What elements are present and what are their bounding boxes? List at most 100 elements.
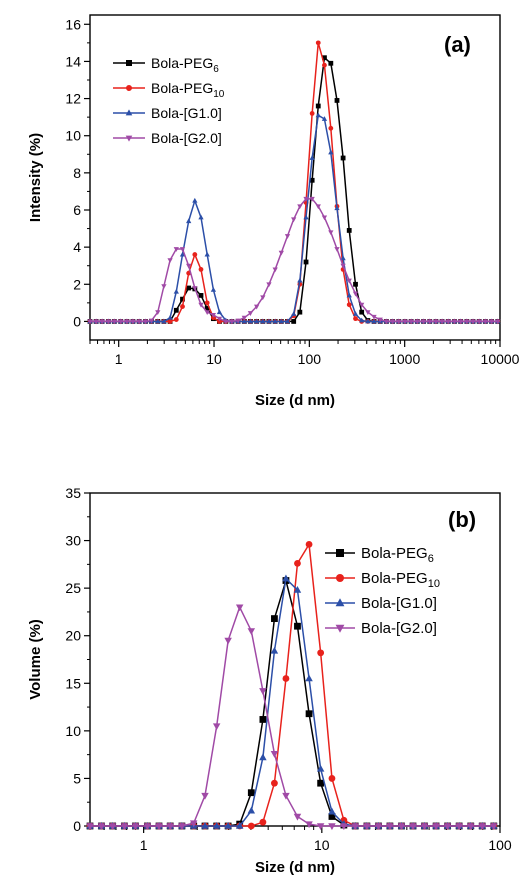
legend-marker-1 [336,574,344,582]
series-3-point [383,319,390,325]
series-0-point [359,309,365,315]
series-3-point [351,823,359,831]
series-0-point [271,615,278,622]
series-3-point [397,823,406,831]
panel-a-ticks: 1 10 100 1000 10000 0 2 4 6 8 10 12 14 16 [65,16,519,367]
y-tick-label: 6 [73,202,81,218]
series-2-point [284,318,291,324]
legend-marker-3 [335,624,345,633]
y-tick-label: 25 [65,580,81,596]
series-3-point [365,310,371,316]
series-3-point [359,302,365,308]
series-3-point [352,291,359,297]
series-3-point [340,823,348,831]
series-2-point [201,821,209,829]
y-tick-label: 10 [65,723,81,739]
series-1-point [282,675,290,682]
series-2-point [192,197,198,203]
series-2-point [328,149,334,155]
series-2-point [309,155,315,160]
y-tick-label: 10 [65,128,81,144]
legend-marker-1 [126,85,132,91]
y-tick-label: 14 [65,53,81,69]
series-2-point [316,764,325,772]
series-3-point [260,295,266,301]
series-2-point [204,251,210,257]
series-2-point [321,116,328,121]
series-3-point [99,319,105,325]
panel-b-x-axis-title: Size (d nm) [255,859,335,876]
series-2-point [291,311,297,316]
series-0-point [309,177,315,183]
series-3-point [488,319,495,325]
panel-b-y-axis-title: Volume (%) [27,619,44,700]
series-3-point [142,319,149,325]
series-3-point [86,823,94,831]
y-tick-label: 20 [65,628,81,644]
series-1-point [173,317,179,322]
series-2-point [247,318,254,324]
series-3-point [420,823,429,831]
series-3-point [87,319,93,325]
y-tick-label: 0 [73,313,81,329]
series-3-point [235,604,244,612]
x-tick-label: 1000 [389,351,420,367]
series-2-point [371,318,377,324]
series-3-point [166,823,174,831]
series-2-point [235,821,244,829]
series-1-point [328,775,336,782]
series-1-point [198,267,204,272]
series-0 [87,55,501,324]
series-3-point [439,319,445,325]
y-tick-label: 0 [73,818,81,834]
series-3-point [201,792,209,800]
series-2-point [282,574,290,582]
y-tick-label: 2 [73,276,81,292]
series-2-point [260,318,266,324]
series-1-point [180,304,185,309]
series-3-point [210,313,217,318]
series-3-point [136,319,142,325]
series-3-point [124,319,130,325]
series-0-point [315,103,321,109]
series-3-point [161,284,167,290]
panel-b-label: (b) [448,507,476,532]
series-3-point [445,319,451,325]
series-3-point [241,315,247,321]
series-3-point [334,247,340,252]
series-3-point [470,319,476,325]
series-2-point [303,214,309,220]
series-3-point [409,823,417,831]
series-3-point [178,823,186,831]
series-3-point [476,319,482,325]
series-3-point [478,823,486,831]
series-3-point [466,823,475,831]
series-3-point [303,196,309,202]
legend-marker-0 [126,60,132,66]
series-2-point [216,309,223,315]
y-tick-label: 30 [65,533,81,549]
series-3-point [130,319,136,325]
series-0-point [204,306,210,311]
series-3-point [204,310,210,316]
series-3-point [173,247,179,252]
series-2-point [352,311,359,316]
legend-label-0: Bola-PEG6 [361,545,434,565]
x-tick-label: 100 [298,351,322,367]
series-0-point [328,60,334,66]
series-3-point [458,319,464,325]
series-3-point [229,319,235,325]
series-3-point [371,314,377,320]
x-tick-label: 100 [488,837,512,853]
series-2-point [293,585,302,593]
series-1-point [322,62,327,68]
series-3-point [396,319,402,325]
series-3-point [131,823,140,831]
series-3-point [270,750,279,758]
series-3-point [167,258,173,264]
series-3-point [179,247,186,252]
series-0-point [346,228,352,233]
x-tick-label: 10 [314,837,330,853]
